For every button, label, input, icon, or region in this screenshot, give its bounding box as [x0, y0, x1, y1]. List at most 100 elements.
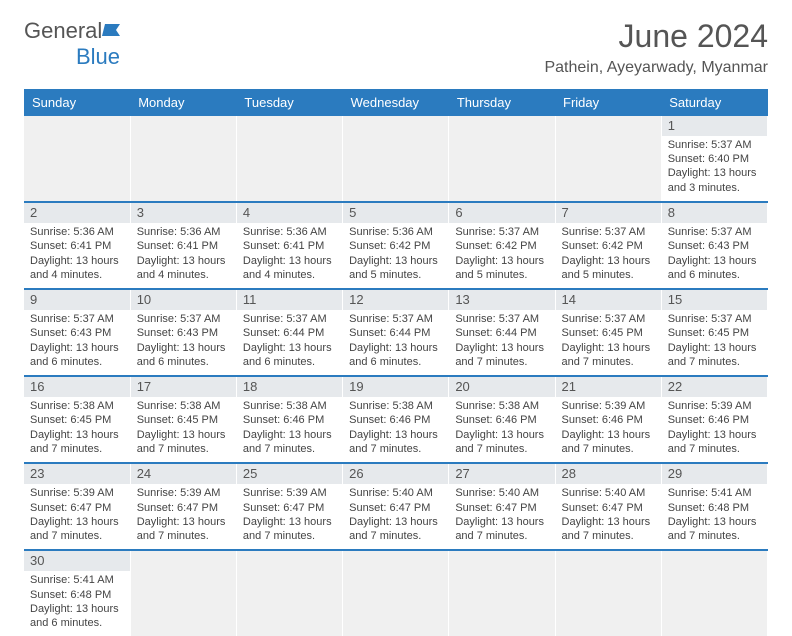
- calendar-week-row: 23Sunrise: 5:39 AMSunset: 6:47 PMDayligh…: [24, 463, 768, 550]
- day-number: 29: [662, 464, 767, 484]
- calendar-empty-cell: [236, 116, 342, 202]
- sunrise-text: Sunrise: 5:39 AM: [562, 399, 655, 413]
- calendar-week-row: 9Sunrise: 5:37 AMSunset: 6:43 PMDaylight…: [24, 289, 768, 376]
- daylight-text: Daylight: 13 hours and 6 minutes.: [349, 341, 442, 370]
- calendar-day-cell: 3Sunrise: 5:36 AMSunset: 6:41 PMDaylight…: [130, 202, 236, 289]
- calendar-table: SundayMondayTuesdayWednesdayThursdayFrid…: [24, 89, 768, 636]
- sunrise-text: Sunrise: 5:37 AM: [349, 312, 442, 326]
- calendar-empty-cell: [130, 116, 236, 202]
- brand-name-part2: Blue: [76, 44, 120, 70]
- calendar-day-cell: 9Sunrise: 5:37 AMSunset: 6:43 PMDaylight…: [24, 289, 130, 376]
- day-number: 7: [556, 203, 661, 223]
- calendar-day-cell: 27Sunrise: 5:40 AMSunset: 6:47 PMDayligh…: [449, 463, 555, 550]
- day-number: 15: [662, 290, 767, 310]
- calendar-day-cell: 22Sunrise: 5:39 AMSunset: 6:46 PMDayligh…: [661, 376, 767, 463]
- sunset-text: Sunset: 6:44 PM: [455, 326, 548, 340]
- page-header: General Blue June 2024 Pathein, Ayeyarwa…: [24, 18, 768, 77]
- calendar-day-cell: 20Sunrise: 5:38 AMSunset: 6:46 PMDayligh…: [449, 376, 555, 463]
- day-header: Tuesday: [236, 89, 342, 116]
- daylight-text: Daylight: 13 hours and 6 minutes.: [30, 602, 124, 631]
- day-header: Wednesday: [343, 89, 449, 116]
- sunrise-text: Sunrise: 5:37 AM: [562, 312, 655, 326]
- sunset-text: Sunset: 6:47 PM: [455, 501, 548, 515]
- day-number: 24: [131, 464, 236, 484]
- daylight-text: Daylight: 13 hours and 7 minutes.: [243, 515, 336, 544]
- calendar-empty-cell: [555, 550, 661, 636]
- day-number: 26: [343, 464, 448, 484]
- sunrise-text: Sunrise: 5:39 AM: [668, 399, 761, 413]
- calendar-empty-cell: [661, 550, 767, 636]
- day-number: 13: [449, 290, 554, 310]
- daylight-text: Daylight: 13 hours and 7 minutes.: [243, 428, 336, 457]
- sunrise-text: Sunrise: 5:37 AM: [137, 312, 230, 326]
- daylight-text: Daylight: 13 hours and 6 minutes.: [668, 254, 761, 283]
- calendar-day-cell: 10Sunrise: 5:37 AMSunset: 6:43 PMDayligh…: [130, 289, 236, 376]
- location-label: Pathein, Ayeyarwady, Myanmar: [544, 59, 768, 77]
- sunrise-text: Sunrise: 5:37 AM: [668, 225, 761, 239]
- day-number: 19: [343, 377, 448, 397]
- calendar-day-cell: 5Sunrise: 5:36 AMSunset: 6:42 PMDaylight…: [343, 202, 449, 289]
- day-number: 20: [449, 377, 554, 397]
- calendar-day-cell: 23Sunrise: 5:39 AMSunset: 6:47 PMDayligh…: [24, 463, 130, 550]
- day-number: 16: [24, 377, 130, 397]
- day-number: 18: [237, 377, 342, 397]
- calendar-day-cell: 17Sunrise: 5:38 AMSunset: 6:45 PMDayligh…: [130, 376, 236, 463]
- sunrise-text: Sunrise: 5:38 AM: [243, 399, 336, 413]
- calendar-day-cell: 12Sunrise: 5:37 AMSunset: 6:44 PMDayligh…: [343, 289, 449, 376]
- sunrise-text: Sunrise: 5:36 AM: [349, 225, 442, 239]
- sunset-text: Sunset: 6:46 PM: [349, 413, 442, 427]
- calendar-day-cell: 18Sunrise: 5:38 AMSunset: 6:46 PMDayligh…: [236, 376, 342, 463]
- sunrise-text: Sunrise: 5:41 AM: [30, 573, 124, 587]
- brand-logo: General Blue: [24, 18, 122, 70]
- calendar-empty-cell: [130, 550, 236, 636]
- sunset-text: Sunset: 6:45 PM: [137, 413, 230, 427]
- calendar-day-cell: 29Sunrise: 5:41 AMSunset: 6:48 PMDayligh…: [661, 463, 767, 550]
- day-number: 2: [24, 203, 130, 223]
- day-header: Thursday: [449, 89, 555, 116]
- daylight-text: Daylight: 13 hours and 6 minutes.: [137, 341, 230, 370]
- daylight-text: Daylight: 13 hours and 7 minutes.: [562, 341, 655, 370]
- daylight-text: Daylight: 13 hours and 7 minutes.: [562, 428, 655, 457]
- calendar-day-cell: 7Sunrise: 5:37 AMSunset: 6:42 PMDaylight…: [555, 202, 661, 289]
- sunset-text: Sunset: 6:42 PM: [562, 239, 655, 253]
- sunrise-text: Sunrise: 5:37 AM: [668, 312, 761, 326]
- sunrise-text: Sunrise: 5:36 AM: [30, 225, 124, 239]
- calendar-day-cell: 8Sunrise: 5:37 AMSunset: 6:43 PMDaylight…: [661, 202, 767, 289]
- day-number: 27: [449, 464, 554, 484]
- sunset-text: Sunset: 6:46 PM: [562, 413, 655, 427]
- calendar-empty-cell: [449, 550, 555, 636]
- sunset-text: Sunset: 6:47 PM: [137, 501, 230, 515]
- daylight-text: Daylight: 13 hours and 7 minutes.: [668, 515, 761, 544]
- sunrise-text: Sunrise: 5:40 AM: [349, 486, 442, 500]
- sunset-text: Sunset: 6:47 PM: [30, 501, 124, 515]
- sunrise-text: Sunrise: 5:37 AM: [668, 138, 761, 152]
- day-number: 23: [24, 464, 130, 484]
- sunset-text: Sunset: 6:43 PM: [137, 326, 230, 340]
- daylight-text: Daylight: 13 hours and 5 minutes.: [349, 254, 442, 283]
- daylight-text: Daylight: 13 hours and 4 minutes.: [137, 254, 230, 283]
- daylight-text: Daylight: 13 hours and 7 minutes.: [455, 341, 548, 370]
- sunrise-text: Sunrise: 5:36 AM: [243, 225, 336, 239]
- month-title: June 2024: [544, 18, 768, 55]
- daylight-text: Daylight: 13 hours and 7 minutes.: [349, 515, 442, 544]
- sunrise-text: Sunrise: 5:38 AM: [137, 399, 230, 413]
- sunset-text: Sunset: 6:46 PM: [668, 413, 761, 427]
- sunset-text: Sunset: 6:45 PM: [30, 413, 124, 427]
- calendar-week-row: 16Sunrise: 5:38 AMSunset: 6:45 PMDayligh…: [24, 376, 768, 463]
- sunset-text: Sunset: 6:46 PM: [455, 413, 548, 427]
- sunrise-text: Sunrise: 5:39 AM: [243, 486, 336, 500]
- calendar-day-cell: 14Sunrise: 5:37 AMSunset: 6:45 PMDayligh…: [555, 289, 661, 376]
- calendar-day-cell: 4Sunrise: 5:36 AMSunset: 6:41 PMDaylight…: [236, 202, 342, 289]
- sunset-text: Sunset: 6:42 PM: [349, 239, 442, 253]
- calendar-day-cell: 11Sunrise: 5:37 AMSunset: 6:44 PMDayligh…: [236, 289, 342, 376]
- daylight-text: Daylight: 13 hours and 6 minutes.: [30, 341, 124, 370]
- day-number: 8: [662, 203, 767, 223]
- calendar-day-cell: 28Sunrise: 5:40 AMSunset: 6:47 PMDayligh…: [555, 463, 661, 550]
- day-number: 11: [237, 290, 342, 310]
- calendar-day-cell: 25Sunrise: 5:39 AMSunset: 6:47 PMDayligh…: [236, 463, 342, 550]
- sunrise-text: Sunrise: 5:40 AM: [562, 486, 655, 500]
- sunrise-text: Sunrise: 5:37 AM: [455, 225, 548, 239]
- day-number: 3: [131, 203, 236, 223]
- sunset-text: Sunset: 6:47 PM: [349, 501, 442, 515]
- day-number: 21: [556, 377, 661, 397]
